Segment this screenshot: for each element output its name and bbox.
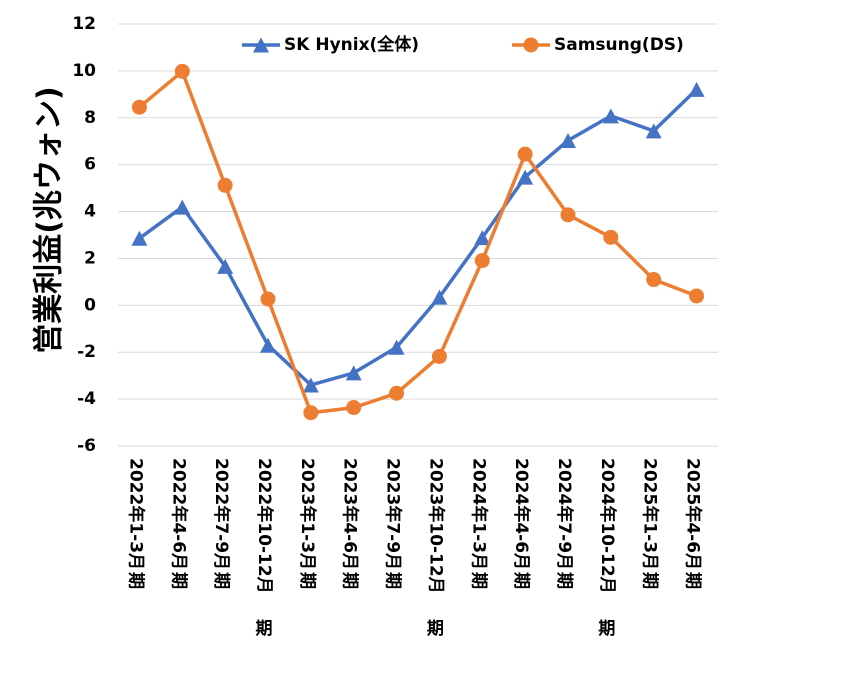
y-axis-label: 営業利益(兆ウォン): [32, 86, 67, 353]
data-point: [346, 400, 362, 416]
legend-item: Samsung(DS): [512, 35, 684, 55]
data-point: [517, 169, 534, 185]
y-tick-label: -4: [77, 389, 96, 409]
data-point: [260, 291, 276, 307]
data-point: [474, 253, 490, 269]
x-category-label-suffix: 期: [125, 572, 145, 589]
y-tick-label: 8: [84, 108, 96, 128]
x-category-label: 2022年7-9月期: [211, 458, 232, 589]
series-line: [138, 88, 698, 387]
x-category-label-suffix: 期: [297, 572, 317, 589]
data-point: [345, 365, 362, 381]
data-point: [517, 146, 533, 162]
x-category-label-text: 2022年4-6月: [168, 458, 189, 570]
legend-label: Samsung(DS): [554, 35, 684, 55]
series-0: [131, 81, 705, 393]
x-category-label-suffix: 期: [468, 572, 488, 589]
data-point: [131, 230, 148, 246]
x-category-label-suffix: 期: [427, 619, 444, 639]
y-tick-label: 4: [84, 202, 96, 222]
data-point: [174, 199, 191, 215]
x-category-label: 2024年7-9月期: [554, 458, 575, 589]
legend-marker: [253, 37, 269, 53]
x-category-label-suffix: 期: [511, 572, 531, 589]
data-point: [389, 385, 405, 401]
x-category-label-suffix: 期: [340, 572, 360, 589]
x-category-label-text: 2023年1-3月: [297, 458, 318, 570]
data-point: [474, 230, 491, 246]
data-point: [689, 288, 705, 304]
data-point: [388, 339, 405, 355]
data-point: [431, 348, 447, 364]
data-point: [260, 337, 276, 353]
data-point: [603, 229, 619, 245]
y-axis-tick-labels: -6 -4 -2 0 2 4 6 8 10 12: [72, 14, 96, 456]
x-category-label: 2023年4-6月期: [340, 458, 361, 589]
x-category-label-text: 2023年4-6月: [340, 458, 361, 570]
data-point: [174, 63, 190, 79]
x-category-label-suffix: 期: [211, 572, 231, 589]
data-point: [688, 81, 705, 97]
x-category-label-suffix: 期: [554, 572, 574, 589]
x-category-label-text: 2024年7-9月: [554, 458, 575, 570]
x-category-label-text: 2022年10-12月: [254, 458, 275, 594]
data-point: [560, 133, 576, 149]
legend-item: SK Hynix(全体): [242, 34, 419, 55]
x-category-label-suffix: 期: [683, 572, 703, 589]
y-tick-label: -6: [77, 436, 96, 456]
y-tick-label: 0: [84, 295, 96, 315]
x-category-label-text: 2024年10-12月: [597, 458, 618, 594]
data-point: [645, 123, 662, 139]
x-category-label-suffix: 期: [168, 572, 188, 589]
data-point: [302, 377, 319, 393]
y-tick-label: 6: [84, 155, 96, 175]
data-point: [217, 177, 233, 193]
x-category-label-text: 2023年7-9月: [383, 458, 404, 570]
x-category-label-text: 2025年4-6月: [683, 458, 704, 570]
x-category-label-suffix: 期: [383, 572, 403, 589]
x-category-label-suffix: 期: [598, 619, 615, 639]
x-category-label-text: 2024年1-3月: [468, 458, 489, 570]
data-point: [602, 108, 619, 124]
gridlines: [118, 23, 718, 447]
x-category-label: 2025年4-6月期: [683, 458, 704, 589]
data-point: [560, 207, 576, 223]
x-category-label: 2023年7-9月期: [383, 458, 404, 589]
data-point: [303, 405, 319, 421]
y-tick-label: 10: [72, 61, 96, 81]
x-category-label-text: 2022年7-9月: [211, 458, 232, 570]
legend: SK Hynix(全体) Samsung(DS): [242, 34, 684, 55]
x-category-label: 2022年1-3月期: [125, 458, 146, 589]
y-tick-label: 12: [72, 14, 96, 34]
legend-marker: [523, 37, 539, 53]
data-point: [217, 258, 234, 274]
x-category-label-text: 2023年10-12月: [425, 458, 446, 594]
x-category-label-suffix: 期: [256, 619, 273, 639]
x-category-label: 2024年1-3月期: [468, 458, 489, 589]
y-tick-label: 2: [84, 248, 96, 268]
series-1: [131, 63, 705, 421]
x-category-label-text: 2025年1-3月: [640, 458, 661, 570]
x-category-label: 2025年1-3月期: [640, 458, 661, 589]
series-layer: [131, 63, 705, 421]
data-point: [646, 272, 662, 288]
x-category-label: 2022年4-6月期: [168, 458, 189, 589]
y-tick-label: -2: [77, 342, 96, 362]
data-point: [131, 99, 147, 115]
legend-label: SK Hynix(全体): [284, 34, 419, 55]
x-category-label-text: 2022年1-3月: [125, 458, 146, 570]
x-category-label: 2023年1-3月期: [297, 458, 318, 589]
x-category-label-suffix: 期: [640, 572, 660, 589]
x-category-label: 2024年4-6月期: [511, 458, 532, 589]
data-point: [431, 289, 448, 305]
x-category-label-text: 2024年4-6月: [511, 458, 532, 570]
series-line: [138, 69, 698, 415]
